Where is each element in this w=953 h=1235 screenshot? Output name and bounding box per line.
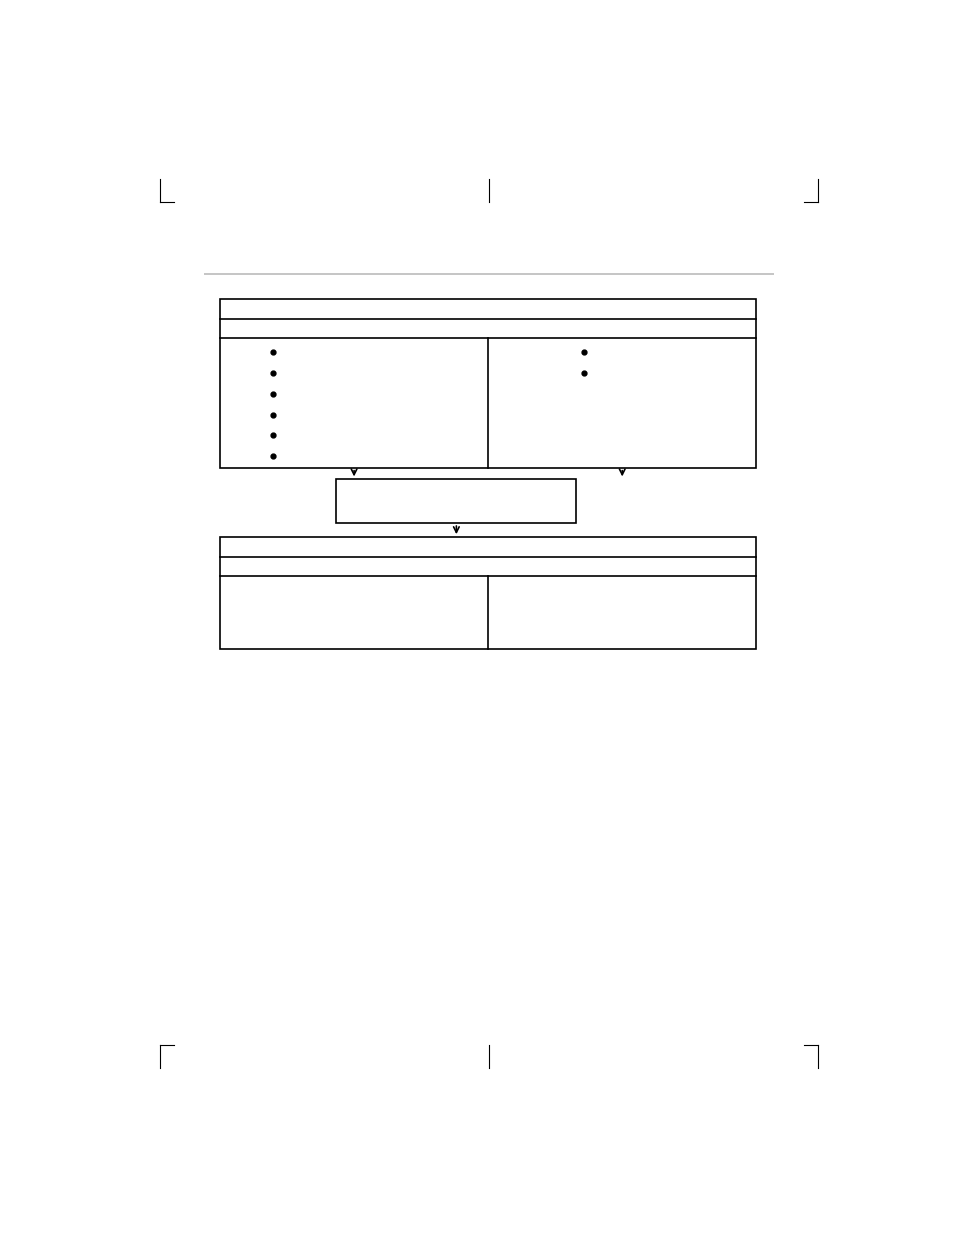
Bar — [220, 537, 756, 648]
Bar — [335, 479, 576, 524]
Bar — [220, 299, 756, 468]
